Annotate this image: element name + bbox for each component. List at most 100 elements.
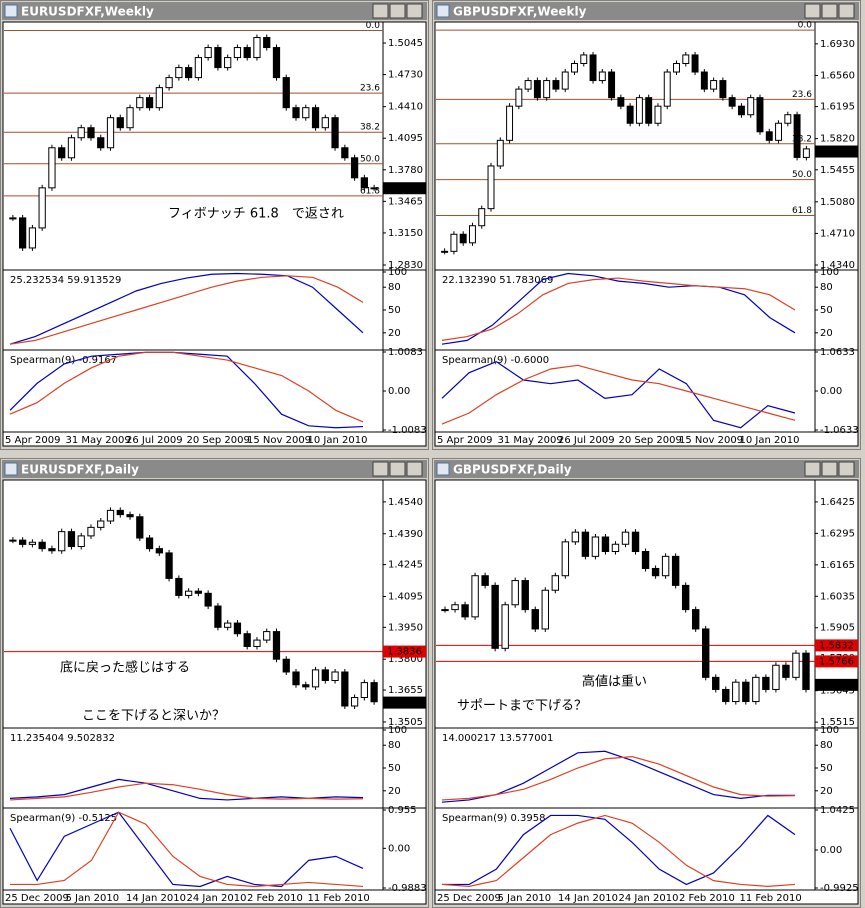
candle [710,80,718,90]
y-tick-label: 1.0633 [820,347,855,358]
candle [48,147,56,189]
candle [194,57,203,79]
date-label: 5 Jan 2010 [498,893,552,904]
window-icon [4,4,18,18]
current-price-box [815,678,858,691]
candle [126,107,134,129]
indicator-line [441,277,796,341]
candle [106,509,115,522]
candle [681,584,690,611]
close-button[interactable] [838,3,855,19]
candle [311,107,320,129]
candle [302,107,310,119]
chart-window[interactable]: EURUSDFXF,Weekly 1.5045 1.4730 1.4410 1.4095… [0,0,429,450]
date-label: 24 Jan 2010 [619,893,679,904]
maximize-button[interactable] [821,3,838,19]
y-tick-label: 1.0425 [820,805,855,816]
candle [19,217,27,249]
y-tick-label: 1.3780 [388,165,423,176]
y-tick-label: 50 [388,763,401,774]
date-label: 15 Nov 2009 [679,435,743,446]
candle [224,622,232,628]
candle [742,681,750,703]
y-tick-label: 1.5905 [820,623,855,634]
y-tick-label: 0.955 [388,805,417,816]
price-level-label: 1.5766 [819,656,854,667]
y-tick-label: 1.4095 [388,133,423,144]
chart-window[interactable]: GBPUSDFXF,Weekly 1.6930 1.6560 1.6195 1.5820… [432,0,861,450]
candle [311,669,320,688]
candle [441,609,449,612]
candle [282,658,290,673]
chart-window[interactable]: EURUSDFXF,Daily 1.4540 1.4390 1.4245 1.4095 1… [0,458,429,908]
candle [661,555,670,577]
candle [272,631,281,660]
close-button[interactable] [406,3,423,19]
current-price: 1.5669 [819,680,854,691]
candle [441,250,449,253]
candle [233,47,242,59]
candle [175,67,183,79]
indicator-label: 14.000217 13.577001 [442,733,553,744]
close-button[interactable] [838,461,855,477]
indicator-label: Spearman(9) -0.5125 [10,813,117,824]
price-level-box [383,645,426,658]
title-bar [434,2,859,20]
candle [702,628,710,678]
candle [204,47,212,59]
minimize-button[interactable] [372,3,389,19]
y-tick-label: 1.2830 [388,260,423,271]
indicator-line [9,275,364,345]
candle [459,233,467,244]
candle [511,580,519,606]
candle [487,165,495,210]
y-tick-label: 80 [388,282,401,293]
candle [116,509,124,516]
fib-label: 0.0 [366,21,381,31]
y-tick-label: 1.4710 [820,228,855,239]
chart-window[interactable]: GBPUSDFXF,Daily 1.6425 1.6295 1.6165 1.6035 1… [432,458,861,908]
close-button[interactable] [406,461,423,477]
candle [468,225,476,244]
candle [641,551,650,569]
current-price: 1.3596 [387,698,422,709]
candle [341,147,349,159]
candle [521,580,529,611]
candle [272,47,281,79]
date-label: 14 Jan 2010 [126,893,186,904]
candle [682,54,690,64]
maximize-button[interactable] [389,461,406,477]
date-label: 10 Jan 2010 [740,435,800,446]
minimize-button[interactable] [372,461,389,477]
minimize-button[interactable] [804,461,821,477]
y-tick-label: 1.4095 [388,591,423,602]
candle [611,543,620,553]
indicator-line [9,782,364,801]
candle [450,233,458,252]
y-tick-label: 1.4390 [388,529,423,540]
window-title: GBPUSDFXF,Weekly [453,5,587,19]
candle [38,187,46,229]
minimize-button[interactable] [804,3,821,19]
candle [515,88,523,107]
y-tick-label: 1.6295 [820,528,855,539]
date-label: 14 Jan 2010 [558,893,618,904]
y-tick-label: 1.4340 [820,260,855,271]
candle [253,37,261,59]
window-title: EURUSDFXF,Daily [21,463,139,477]
fib-label: 50.0 [360,154,380,164]
date-label: 20 Sep 2009 [187,435,250,446]
y-tick-label: 1.4540 [388,497,423,508]
y-tick-label: 100 [388,725,407,736]
candle [9,217,17,220]
y-tick-label: 1.5455 [820,165,855,176]
candle [533,80,541,99]
maximize-button[interactable] [389,3,406,19]
chart-area [2,479,427,905]
maximize-button[interactable] [821,461,838,477]
candle [626,105,634,124]
candle [728,97,736,107]
candle [496,139,504,167]
candle [136,516,144,539]
fib-label: 38.2 [792,134,812,144]
